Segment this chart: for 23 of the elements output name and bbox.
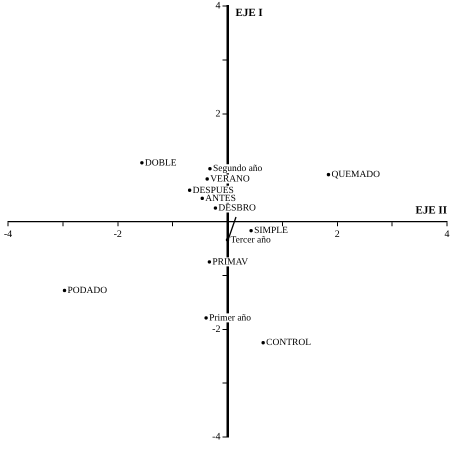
x-tick-label: -2 [114, 229, 122, 240]
x-tick-label: 2 [334, 229, 340, 240]
annotation: DESBRO [218, 204, 256, 214]
x-tick-label: 4 [444, 229, 450, 240]
annotation: CONTROL [266, 338, 312, 348]
annotation: VERANO [210, 174, 250, 184]
y-tick-label: 2 [216, 108, 220, 120]
annotation: Primer año [209, 313, 252, 324]
y-tick-label: 4 [216, 0, 220, 12]
annotation: DESPUES [192, 186, 234, 196]
y-tick-label: -4 [212, 432, 220, 443]
annotation: Tercer año [230, 235, 271, 246]
annotation: SIMPLE [254, 226, 288, 236]
y-tick-label: -2 [212, 324, 220, 335]
annotation: ANTES [205, 194, 236, 204]
x-tick-label: -4 [4, 229, 12, 240]
annotation: PODADO [68, 286, 108, 296]
annotation: DOBLE [144, 158, 177, 168]
annotation: Segundo año [212, 164, 263, 174]
x-axis-title: EJE II [416, 204, 447, 216]
y-axis-title: EJE I [236, 6, 263, 19]
annotation: PRIMAV [212, 257, 248, 268]
annotation: QUEMADO [331, 170, 380, 180]
